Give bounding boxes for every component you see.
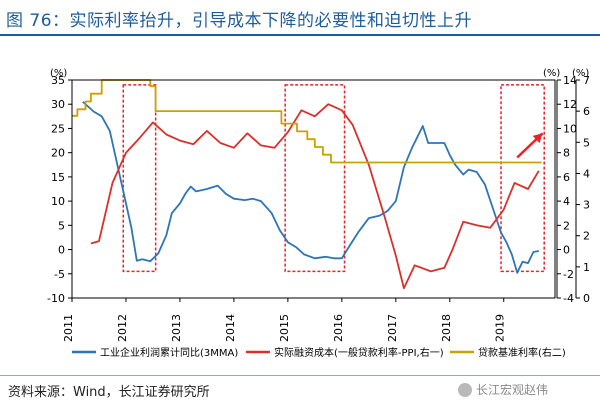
- right-outer-axis-tick-label: 6: [583, 105, 590, 118]
- left-axis-tick-label: 35: [51, 74, 65, 87]
- trend-arrow-head: [532, 133, 543, 144]
- watermark-text: 长江宏观赵伟: [476, 383, 549, 397]
- right-outer-axis-unit: (%): [572, 68, 589, 79]
- left-axis-tick-label: 10: [51, 195, 65, 208]
- right-inner-axis-tick-label: -4: [563, 292, 574, 305]
- legend-label: 实际融资成本(一般贷款利率-PPI,右一): [274, 346, 444, 359]
- right-outer-axis-tick-label: 5: [583, 136, 590, 149]
- wechat-icon: [458, 382, 472, 397]
- series-line-3: [72, 79, 542, 164]
- right-inner-axis-unit: (%): [543, 68, 560, 79]
- footer-rule: [0, 375, 600, 376]
- right-outer-axis-tick-label: 3: [583, 199, 590, 212]
- left-axis-tick-label: 5: [58, 219, 65, 232]
- left-axis-tick-label: 0: [58, 244, 65, 257]
- plot-frame: [71, 79, 556, 299]
- right-outer-axis-tick-label: 0: [583, 292, 590, 305]
- legend-label: 工业企业利润累计同比(3MMA): [100, 346, 238, 359]
- right-outer-axis-tick-label: 7: [583, 74, 590, 87]
- x-axis-tick-label: 2014: [224, 314, 237, 342]
- legend-label: 贷款基准利率(右二): [478, 346, 566, 359]
- left-axis-tick-label: 20: [51, 147, 65, 160]
- right-inner-axis-tick-label: 2: [563, 219, 570, 232]
- left-axis-tick-label: -5: [54, 268, 65, 281]
- x-axis-tick-label: 2019: [494, 314, 507, 342]
- watermark: 长江宏观赵伟: [458, 381, 548, 398]
- title-underline: [0, 34, 600, 36]
- right-outer-axis-tick-label: 4: [583, 167, 590, 180]
- right-inner-axis-tick-label: -2: [563, 268, 574, 281]
- left-axis-tick-label: 25: [51, 122, 65, 135]
- series-line-2: [90, 103, 540, 290]
- right-outer-axis-tick-label: 2: [583, 230, 590, 243]
- right-inner-axis-tick-label: 6: [563, 171, 570, 184]
- highlight-box: [500, 84, 545, 273]
- x-axis-tick-label: 2015: [278, 314, 291, 342]
- page-title: 图 76：实际利率抬升，引导成本下降的必要性和迫切性上升: [6, 11, 473, 31]
- highlight-box: [122, 84, 157, 273]
- x-axis-tick-label: 2012: [116, 314, 129, 342]
- x-axis-tick-label: 2016: [332, 314, 345, 342]
- series-line-1: [82, 101, 539, 274]
- right-outer-axis-tick-label: 1: [583, 261, 590, 274]
- x-axis-tick-label: 2013: [170, 314, 183, 342]
- left-axis-tick-label: -10: [47, 292, 65, 305]
- left-axis-tick-label: 15: [51, 171, 65, 184]
- x-axis-tick-label: 2011: [62, 314, 75, 342]
- left-axis-tick-label: 30: [51, 98, 65, 111]
- right-inner-axis-tick-label: 0: [563, 244, 570, 257]
- right-inner-axis-tick-label: 4: [563, 195, 570, 208]
- right-inner-axis-tick-label: 14: [563, 74, 577, 87]
- right-inner-axis-tick-label: 10: [563, 122, 577, 135]
- right-inner-axis-tick-label: 12: [563, 98, 577, 111]
- right-inner-axis-tick-label: 8: [563, 147, 570, 160]
- x-axis-tick-label: 2018: [440, 314, 453, 342]
- highlight-box: [284, 84, 346, 273]
- source-note: 资料来源：Wind，长江证券研究所: [8, 385, 210, 400]
- left-axis-unit: (%): [50, 68, 67, 79]
- x-axis-tick-label: 2017: [386, 314, 399, 342]
